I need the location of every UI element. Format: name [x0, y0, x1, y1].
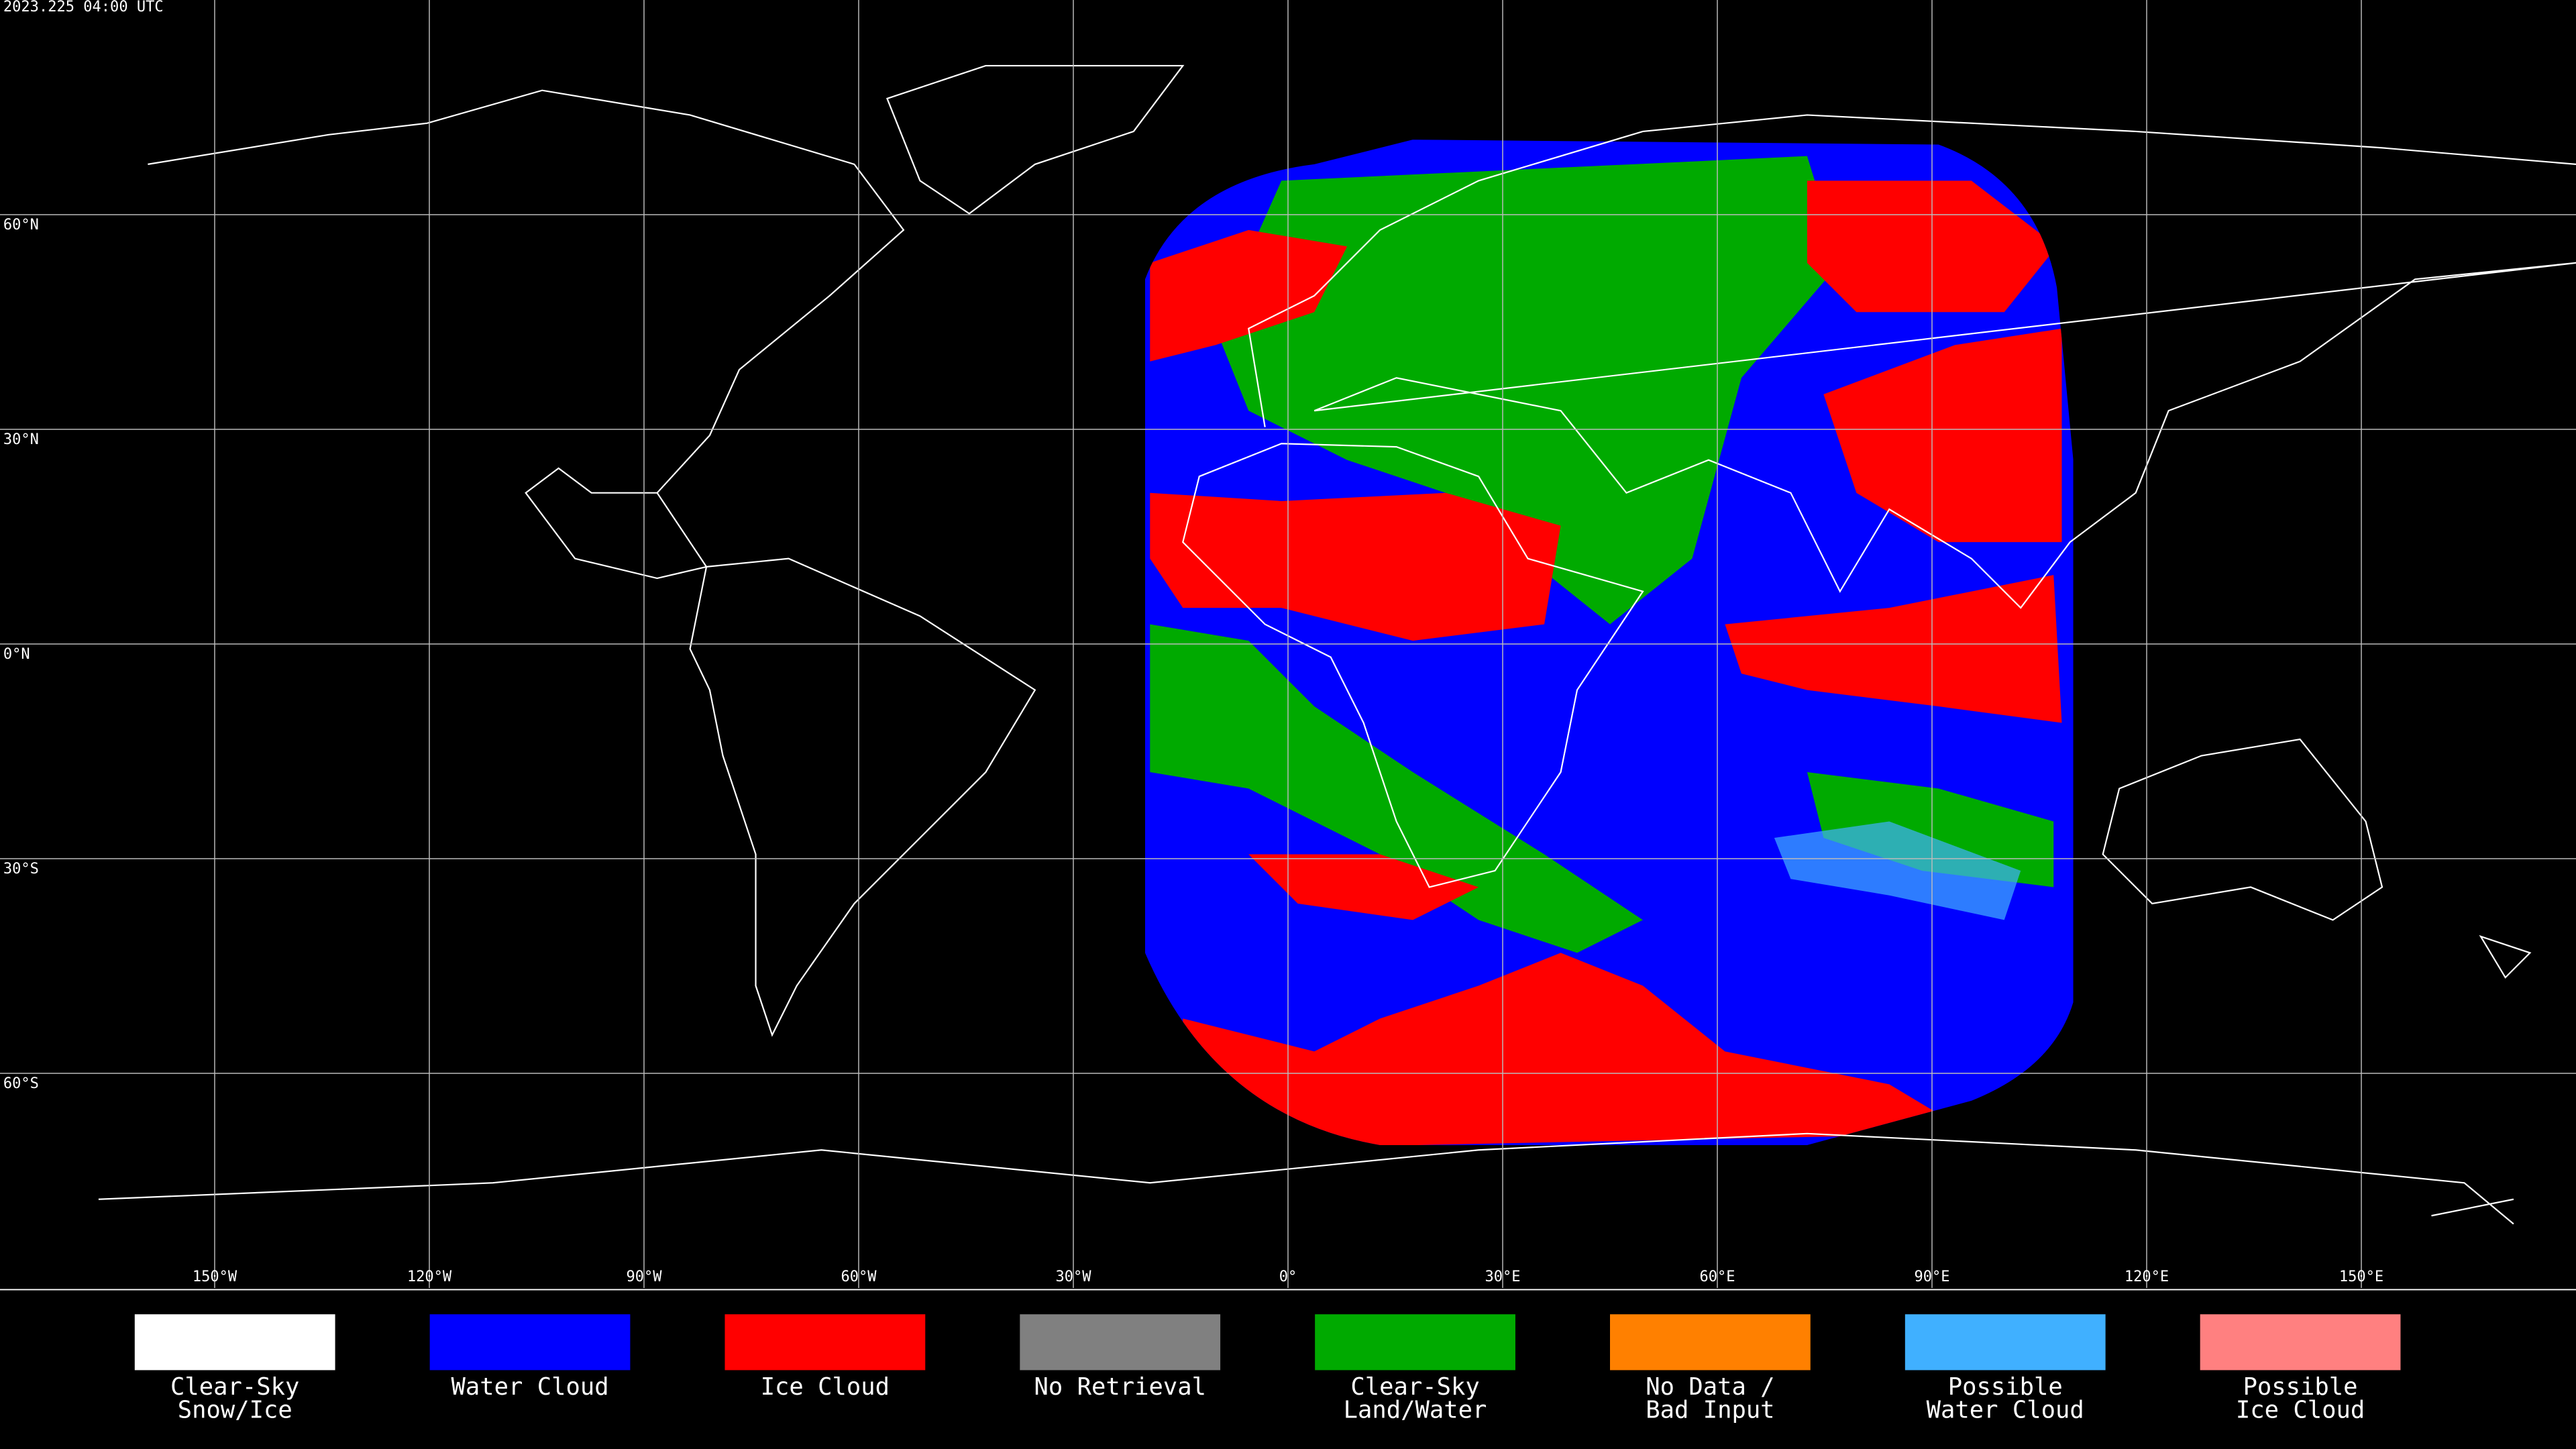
- legend-label: Possible: [2243, 1373, 2358, 1401]
- lon-label: 150°E: [2339, 1269, 2383, 1285]
- legend-swatch: [429, 1314, 631, 1371]
- lon-label: 60°E: [1699, 1269, 1735, 1285]
- legend-swatch: [1020, 1314, 1221, 1371]
- lon-label: 60°W: [841, 1269, 877, 1285]
- possible-water-cloud-area: [1774, 821, 2021, 920]
- timestamp: 2023.225 04:00 UTC: [3, 0, 164, 15]
- legend-swatch: [134, 1314, 335, 1371]
- ice-cloud-area: [1823, 328, 2062, 543]
- legend-swatch: [724, 1314, 926, 1371]
- legend-swatch: [1610, 1314, 1811, 1371]
- legend-swatch: [1904, 1314, 2106, 1371]
- coastline: [885, 64, 1185, 215]
- lon-label: 30°W: [1055, 1269, 1091, 1285]
- coastline: [689, 557, 1036, 1037]
- legend-label: Clear-Sky: [1350, 1373, 1479, 1401]
- lat-label: 30°N: [3, 431, 39, 448]
- legend-label: No Retrieval: [1034, 1373, 1205, 1401]
- legend-label: Possible: [1948, 1373, 2063, 1401]
- ice-cloud-area: [1150, 229, 1348, 362]
- coastlines: [98, 64, 2576, 1225]
- graticule: 60°N 30°N 0°N 30°S 60°S 150°W 120°W 90°W 60°W 30°…: [0, 0, 2576, 1291]
- lat-label: 60°S: [3, 1075, 39, 1092]
- legend-label: Bad Input: [1646, 1396, 1774, 1424]
- coastline: [148, 89, 905, 580]
- lat-label: 0°N: [3, 646, 30, 663]
- legend-swatch: [1315, 1314, 1515, 1371]
- ice-cloud-area: [1183, 953, 1972, 1145]
- legend-label: No Data /: [1646, 1373, 1774, 1401]
- legend-label: Land/Water: [1344, 1396, 1487, 1424]
- coastline: [98, 1132, 2514, 1225]
- legend-swatch: [2200, 1314, 2401, 1371]
- legend-label: Water Cloud: [451, 1373, 608, 1401]
- clear-sky-area: [1216, 156, 1840, 625]
- coastline: [1248, 114, 2576, 609]
- legend-label: Water Cloud: [1927, 1396, 2084, 1424]
- lon-label: 120°E: [2125, 1269, 2169, 1285]
- lon-label: 120°W: [407, 1269, 452, 1285]
- coastline: [2431, 934, 2532, 1217]
- ice-cloud-area: [1725, 575, 2062, 723]
- coastline: [1182, 443, 1644, 888]
- lon-label: 150°W: [193, 1269, 237, 1285]
- lat-label: 60°N: [3, 217, 39, 233]
- legend-label: Snow/Ice: [178, 1396, 292, 1424]
- lon-label: 0°: [1279, 1269, 1297, 1285]
- lon-label: 90°W: [626, 1269, 662, 1285]
- ice-cloud-area: [1150, 492, 1561, 641]
- legend-label: Ice Cloud: [2236, 1396, 2365, 1424]
- legend-label: Ice Cloud: [761, 1373, 890, 1401]
- lon-label: 30°E: [1485, 1269, 1520, 1285]
- clear-sky-area: [1150, 624, 1643, 953]
- coastline: [2102, 738, 2383, 921]
- legend-label: Clear-Sky: [170, 1373, 299, 1401]
- lon-label: 90°E: [1914, 1269, 1949, 1285]
- lat-label: 30°S: [3, 861, 39, 877]
